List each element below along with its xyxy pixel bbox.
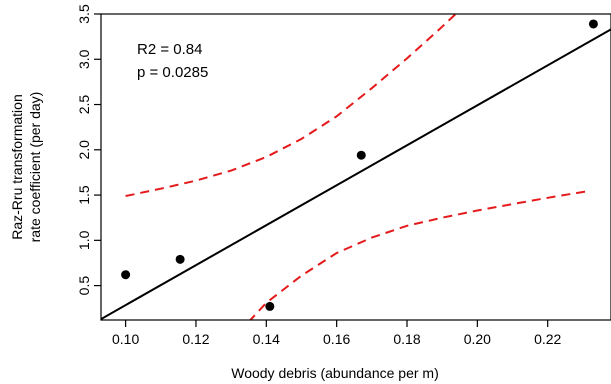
y-tick-label: 3.0 bbox=[76, 49, 92, 69]
y-axis-title-line-2: rate coefficient (per day) bbox=[27, 92, 43, 243]
x-tick-label: 0.18 bbox=[393, 331, 420, 347]
x-axis-title: Woody debris (abundance per m) bbox=[231, 365, 439, 381]
x-tick-label: 0.22 bbox=[534, 331, 561, 347]
data-point bbox=[356, 150, 366, 160]
data-points bbox=[121, 19, 598, 311]
y-tick-label: 2.5 bbox=[76, 95, 92, 115]
x-tick-label: 0.14 bbox=[253, 331, 280, 347]
regression-line-group bbox=[101, 28, 611, 320]
x-tick-label: 0.12 bbox=[182, 331, 209, 347]
y-tick-label: 2.0 bbox=[76, 140, 92, 160]
confidence-bands bbox=[125, 14, 587, 320]
x-tick-label: 0.20 bbox=[464, 331, 491, 347]
y-axis-ticks: 0.5 1.0 1.5 2.0 2.5 3.0 3.5 bbox=[76, 4, 101, 295]
y-tick-label: 0.5 bbox=[76, 276, 92, 296]
x-tick-label: 0.16 bbox=[323, 331, 350, 347]
data-point bbox=[175, 254, 185, 264]
x-axis-ticks: 0.10 0.12 0.14 0.16 0.18 0.20 0.22 bbox=[112, 320, 562, 347]
annotation-p: p = 0.0285 bbox=[137, 64, 208, 81]
y-tick-label: 3.5 bbox=[76, 4, 92, 24]
y-tick-label: 1.5 bbox=[76, 185, 92, 205]
y-tick-label: 1.0 bbox=[76, 230, 92, 250]
annotation-r2: R2 = 0.84 bbox=[137, 41, 202, 58]
data-point bbox=[265, 301, 275, 311]
y-axis-title-line-1: Raz-Rru transformation bbox=[9, 94, 25, 240]
regression-line bbox=[101, 28, 611, 320]
x-tick-label: 0.10 bbox=[112, 331, 139, 347]
confidence-upper-line bbox=[125, 14, 458, 197]
plot-frame bbox=[100, 13, 611, 321]
data-point bbox=[121, 270, 131, 280]
data-point bbox=[588, 19, 598, 29]
confidence-lower-line bbox=[249, 190, 587, 320]
